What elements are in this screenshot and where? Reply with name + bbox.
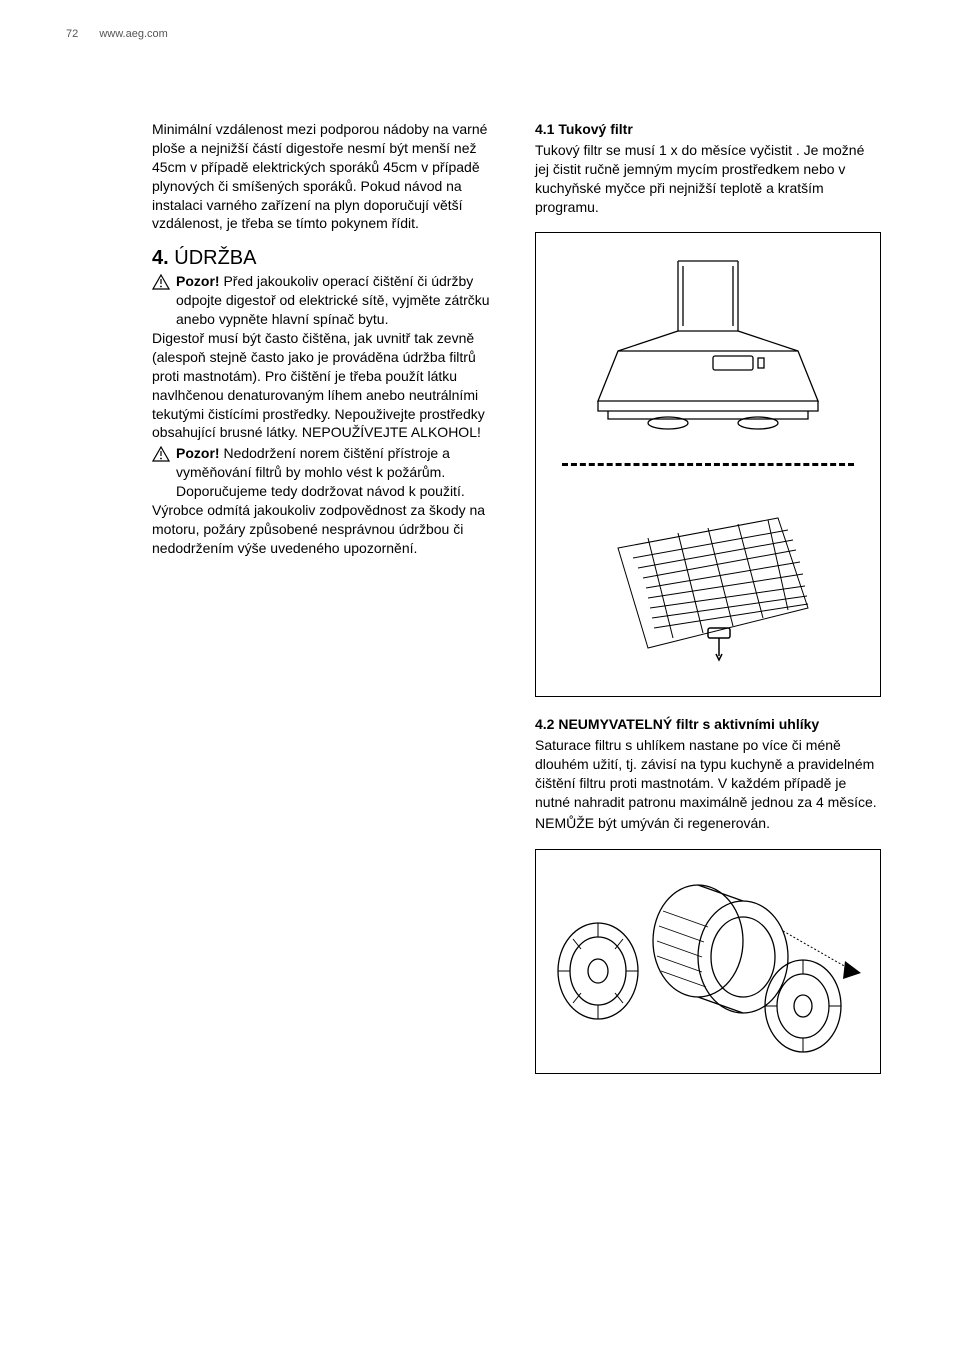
figure-carbon-filter [535, 849, 881, 1074]
warning-block-1: Pozor! Před jakoukoliv operací čištění č… [152, 272, 499, 329]
filter-mesh-illustration [578, 488, 838, 678]
warning-icon [152, 274, 170, 290]
hood-illustration [558, 251, 858, 441]
left-column: Minimální vzdálenost mezi podporou nádob… [152, 120, 499, 1074]
figure-grease-filter [535, 232, 881, 697]
subheading-4-1: 4.1 Tukový filtr [535, 120, 882, 139]
section-title: ÚDRŽBA [174, 247, 256, 269]
page-header: 72 www.aeg.com [66, 28, 168, 40]
paragraph-3: Výrobce odmítá jakoukoliv zodpovědnost z… [152, 501, 499, 558]
sub42-text2: NEMŮŽE být umýván či regenerován. [535, 814, 882, 833]
section-4-heading: 4. ÚDRŽBA [152, 247, 499, 270]
page-number: 72 [66, 28, 78, 40]
warning-2-text: Pozor! Nedodržení norem čištění přístroj… [176, 444, 499, 501]
warning-1-body: Před jakoukoliv operací čištění či údržb… [176, 273, 490, 327]
warning-2-body: Nedodržení norem čištění přístroje a vym… [176, 445, 465, 499]
content-area: Minimální vzdálenost mezi podporou nádob… [152, 120, 882, 1074]
divider-dashed [562, 463, 854, 466]
warning-icon [152, 446, 170, 462]
carbon-filter-illustration [543, 861, 873, 1061]
warning-block-2: Pozor! Nedodržení norem čištění přístroj… [152, 444, 499, 501]
sub41-text: Tukový filtr se musí 1 x do měsíce vyčis… [535, 141, 882, 217]
warning-1-text: Pozor! Před jakoukoliv operací čištění č… [176, 272, 499, 329]
paragraph-2: Digestoř musí být často čištěna, jak uvn… [152, 329, 499, 442]
sub42-text: Saturace filtru s uhlíkem nastane po víc… [535, 736, 882, 812]
warning-1-label: Pozor! [176, 273, 220, 289]
subheading-4-2: 4.2 NEUMYVATELNÝ filtr s aktivními uhlík… [535, 715, 882, 734]
section-number: 4. [152, 247, 169, 269]
header-url: www.aeg.com [99, 28, 167, 40]
warning-2-label: Pozor! [176, 445, 220, 461]
right-column: 4.1 Tukový filtr Tukový filtr se musí 1 … [535, 120, 882, 1074]
intro-paragraph: Minimální vzdálenost mezi podporou nádob… [152, 120, 499, 233]
